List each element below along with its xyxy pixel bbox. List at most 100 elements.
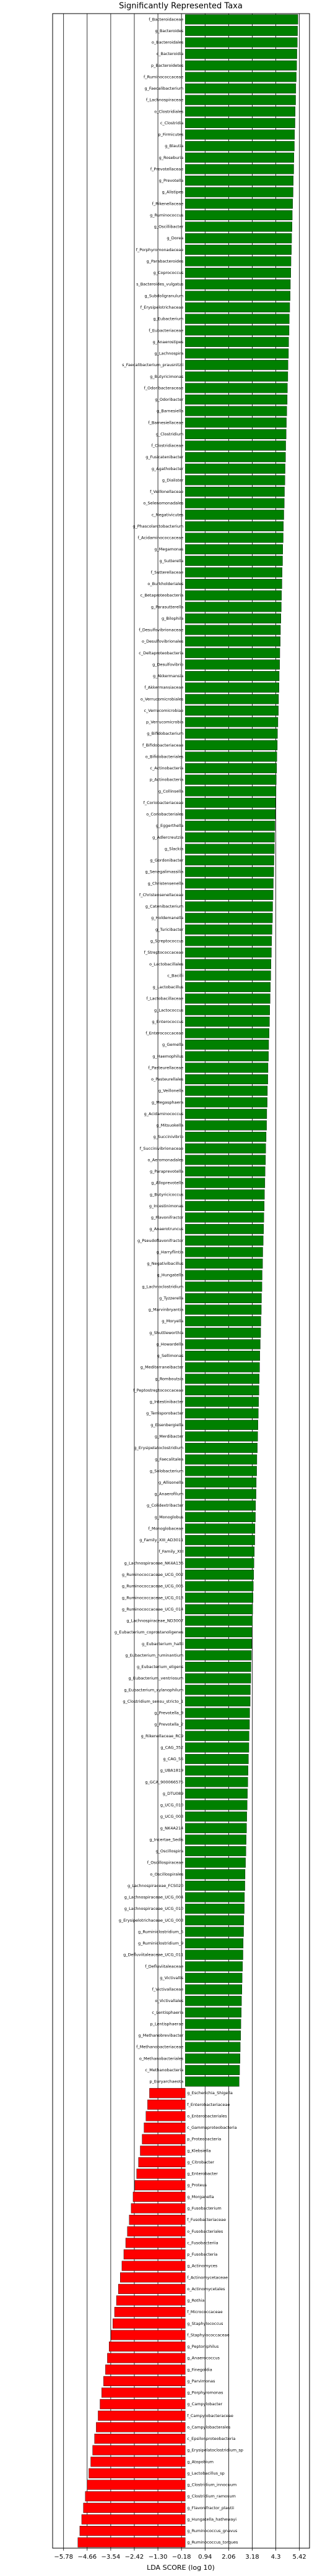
bar bbox=[185, 2030, 241, 2041]
taxon-label: g_Anaerofilum bbox=[155, 1492, 184, 1497]
taxon-label: c_Gammaproteobacteria bbox=[187, 2125, 236, 2130]
x-tick-label: 4.3 bbox=[271, 2554, 281, 2561]
bar bbox=[116, 2295, 186, 2306]
bar bbox=[140, 2146, 186, 2156]
bar bbox=[185, 924, 272, 935]
taxon-label: f_Bifidobacteriaceae bbox=[142, 743, 183, 748]
taxon-label: g_Gemella bbox=[162, 1042, 183, 1047]
taxon-label: g_Christensenella bbox=[148, 881, 184, 886]
taxon-label: g_Coprococcus bbox=[154, 270, 184, 275]
taxon-label: o_Victivallales bbox=[155, 1998, 183, 2003]
taxon-label: g_Turicibacter bbox=[155, 927, 184, 932]
bar bbox=[185, 1051, 269, 1061]
bar bbox=[185, 1166, 266, 1177]
taxon-label: c_Clostridia bbox=[160, 121, 183, 126]
taxon-label: g_Marvinbryantia bbox=[149, 1307, 184, 1312]
bar bbox=[185, 2042, 241, 2052]
taxon-label: g_Allisonella bbox=[158, 1480, 183, 1485]
taxon-label: g_Incertae_Sedis bbox=[149, 1837, 183, 1842]
taxon-label: g_Erysipelatoclostridium_sp bbox=[187, 2448, 243, 2453]
taxon-label: g_Peptoniphilus bbox=[187, 2344, 219, 2349]
taxon-label: o_Clostridiales bbox=[154, 109, 184, 114]
bar bbox=[185, 613, 281, 623]
bar bbox=[185, 1546, 255, 1557]
taxon-label: f_Succinivibrionaceae bbox=[140, 1146, 184, 1151]
bar bbox=[185, 1155, 266, 1165]
taxon-label: g_Intestinibacter bbox=[150, 1400, 184, 1405]
bar bbox=[185, 555, 283, 566]
bar bbox=[185, 1282, 262, 1292]
bar bbox=[185, 1569, 254, 1580]
taxon-label: g_Methanobrevibacter bbox=[138, 2033, 183, 2038]
taxon-label: g_Butyricicoccus bbox=[150, 1192, 184, 1197]
taxon-label: g_Collinsella bbox=[158, 789, 183, 794]
bar bbox=[185, 1927, 244, 1937]
taxon-label: g_Clostridium_innocuum bbox=[187, 2483, 236, 2488]
bar bbox=[149, 2088, 186, 2099]
bar bbox=[185, 2076, 240, 2087]
taxon-label: o_Campylobacterales bbox=[187, 2424, 231, 2429]
bar bbox=[185, 1270, 262, 1280]
bar bbox=[185, 210, 293, 221]
bar bbox=[185, 1178, 266, 1188]
bar bbox=[185, 821, 275, 831]
taxon-label: g_Lactobacillus_sp bbox=[187, 2471, 224, 2476]
bar bbox=[121, 2261, 186, 2271]
bar bbox=[185, 1812, 247, 1822]
taxon-label: g_Clostridium_sensu_stricto_1 bbox=[123, 1699, 183, 1704]
taxon-label: g_Holdemanella bbox=[151, 915, 183, 920]
plot-frame bbox=[52, 13, 310, 2549]
bar bbox=[185, 809, 276, 819]
bar bbox=[185, 1074, 268, 1085]
bar bbox=[185, 1823, 247, 1833]
bar bbox=[185, 1235, 264, 1246]
taxon-label: g_Megamonas bbox=[154, 547, 184, 552]
taxon-label: g_Lactococcus bbox=[154, 1008, 184, 1012]
bar bbox=[185, 394, 288, 405]
taxon-label: f_Akkermansiaceae bbox=[144, 685, 183, 690]
taxon-label: c_Verrucomicrobiae bbox=[144, 708, 183, 713]
bar bbox=[147, 2099, 186, 2110]
taxon-label: g_UBA1819 bbox=[160, 1768, 184, 1773]
taxon-label: g_Rothia bbox=[187, 2298, 204, 2303]
bar bbox=[185, 1339, 261, 1350]
taxon-label: g_Lachnospira bbox=[155, 351, 184, 356]
taxon-label: o_Verrucomicrobiales bbox=[141, 696, 184, 701]
taxon-label: g_Tyzzerella bbox=[159, 1296, 183, 1301]
taxon-label: o_Bacteroidales bbox=[152, 40, 184, 45]
bar bbox=[185, 1431, 258, 1442]
bar bbox=[144, 2123, 186, 2133]
bar bbox=[92, 2445, 186, 2455]
bar bbox=[185, 2007, 241, 2018]
taxon-label: o_Actinomycetales bbox=[187, 2287, 225, 2291]
taxon-label: o_Aeromonadales bbox=[148, 1157, 184, 1162]
bar bbox=[98, 2410, 186, 2421]
bar bbox=[185, 60, 297, 71]
taxon-label: g_Harryflintia bbox=[157, 1249, 184, 1254]
taxon-label: g_Gordonibacter bbox=[150, 858, 183, 863]
bar bbox=[185, 648, 280, 658]
taxon-label: p_Verrucomicrobia bbox=[146, 720, 183, 725]
taxon-label: g_Anaerostipes bbox=[153, 340, 184, 344]
taxon-label: s_Bacteroides_vulgatus bbox=[136, 282, 184, 287]
bar bbox=[185, 1558, 254, 1568]
taxon-label: g_Haemophilus bbox=[152, 1054, 184, 1059]
bar bbox=[185, 832, 275, 842]
taxon-label: p_Lentisphaerae bbox=[150, 2021, 184, 2026]
bar bbox=[185, 37, 298, 48]
bar bbox=[185, 1535, 255, 1546]
bar bbox=[185, 417, 287, 428]
x-tick-label: −2.42 bbox=[125, 2554, 144, 2561]
taxon-label: g_Acidaminococcus bbox=[144, 1111, 184, 1116]
bar bbox=[185, 1904, 245, 1914]
bar bbox=[107, 2353, 186, 2363]
taxon-label: g_Ruminiclostridium_5 bbox=[138, 1929, 183, 1934]
bar bbox=[185, 14, 298, 25]
taxon-label: f_Prevotellaceae bbox=[150, 166, 183, 171]
bar bbox=[185, 1189, 265, 1200]
bar bbox=[185, 1408, 259, 1419]
bar bbox=[185, 1293, 262, 1303]
taxon-label: g_Victivallis bbox=[160, 1975, 184, 1980]
taxon-label: f_Erysipelotrichaceae bbox=[141, 305, 184, 310]
bar bbox=[185, 463, 285, 474]
